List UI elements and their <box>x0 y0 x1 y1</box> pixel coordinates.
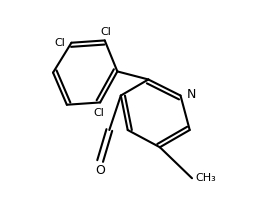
Text: N: N <box>187 88 196 101</box>
Text: CH₃: CH₃ <box>196 173 216 183</box>
Text: Cl: Cl <box>94 108 105 118</box>
Text: Cl: Cl <box>100 27 111 37</box>
Text: O: O <box>95 165 105 177</box>
Text: Cl: Cl <box>55 38 66 48</box>
